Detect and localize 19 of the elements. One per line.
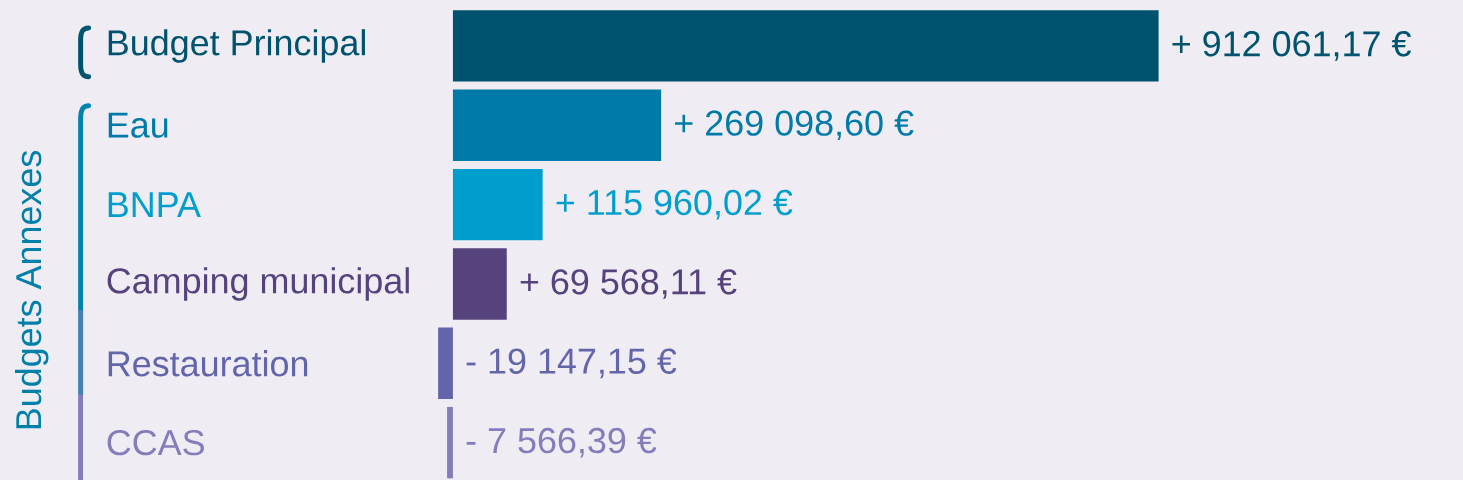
text: Budgets Annexes (14, 150, 49, 429)
bar (438, 327, 453, 399)
data-label: - 19 147,15 € (466, 348, 677, 379)
bar (452, 168, 543, 241)
bar (447, 406, 453, 479)
y-tick-label: Restauration (108, 350, 308, 377)
data-label: + 115 960,02 € (556, 189, 793, 220)
y-tick-label: Camping municipal (107, 267, 409, 301)
y-tick-label: Eau (108, 112, 168, 138)
data-label: - 7 566,39 € (466, 427, 657, 458)
data-label: + 269 098,60 € (675, 110, 914, 141)
bar (452, 89, 662, 161)
bar (452, 248, 507, 320)
y-tick-label: CCAS (107, 429, 204, 456)
data-label: + 912 061,17 € (1172, 31, 1411, 61)
bar (452, 10, 1159, 82)
y-tick-label: BNPA (108, 192, 201, 217)
data-label: + 69 568,11 € (520, 269, 737, 299)
y-tick-label: Budget Principal (108, 29, 365, 63)
